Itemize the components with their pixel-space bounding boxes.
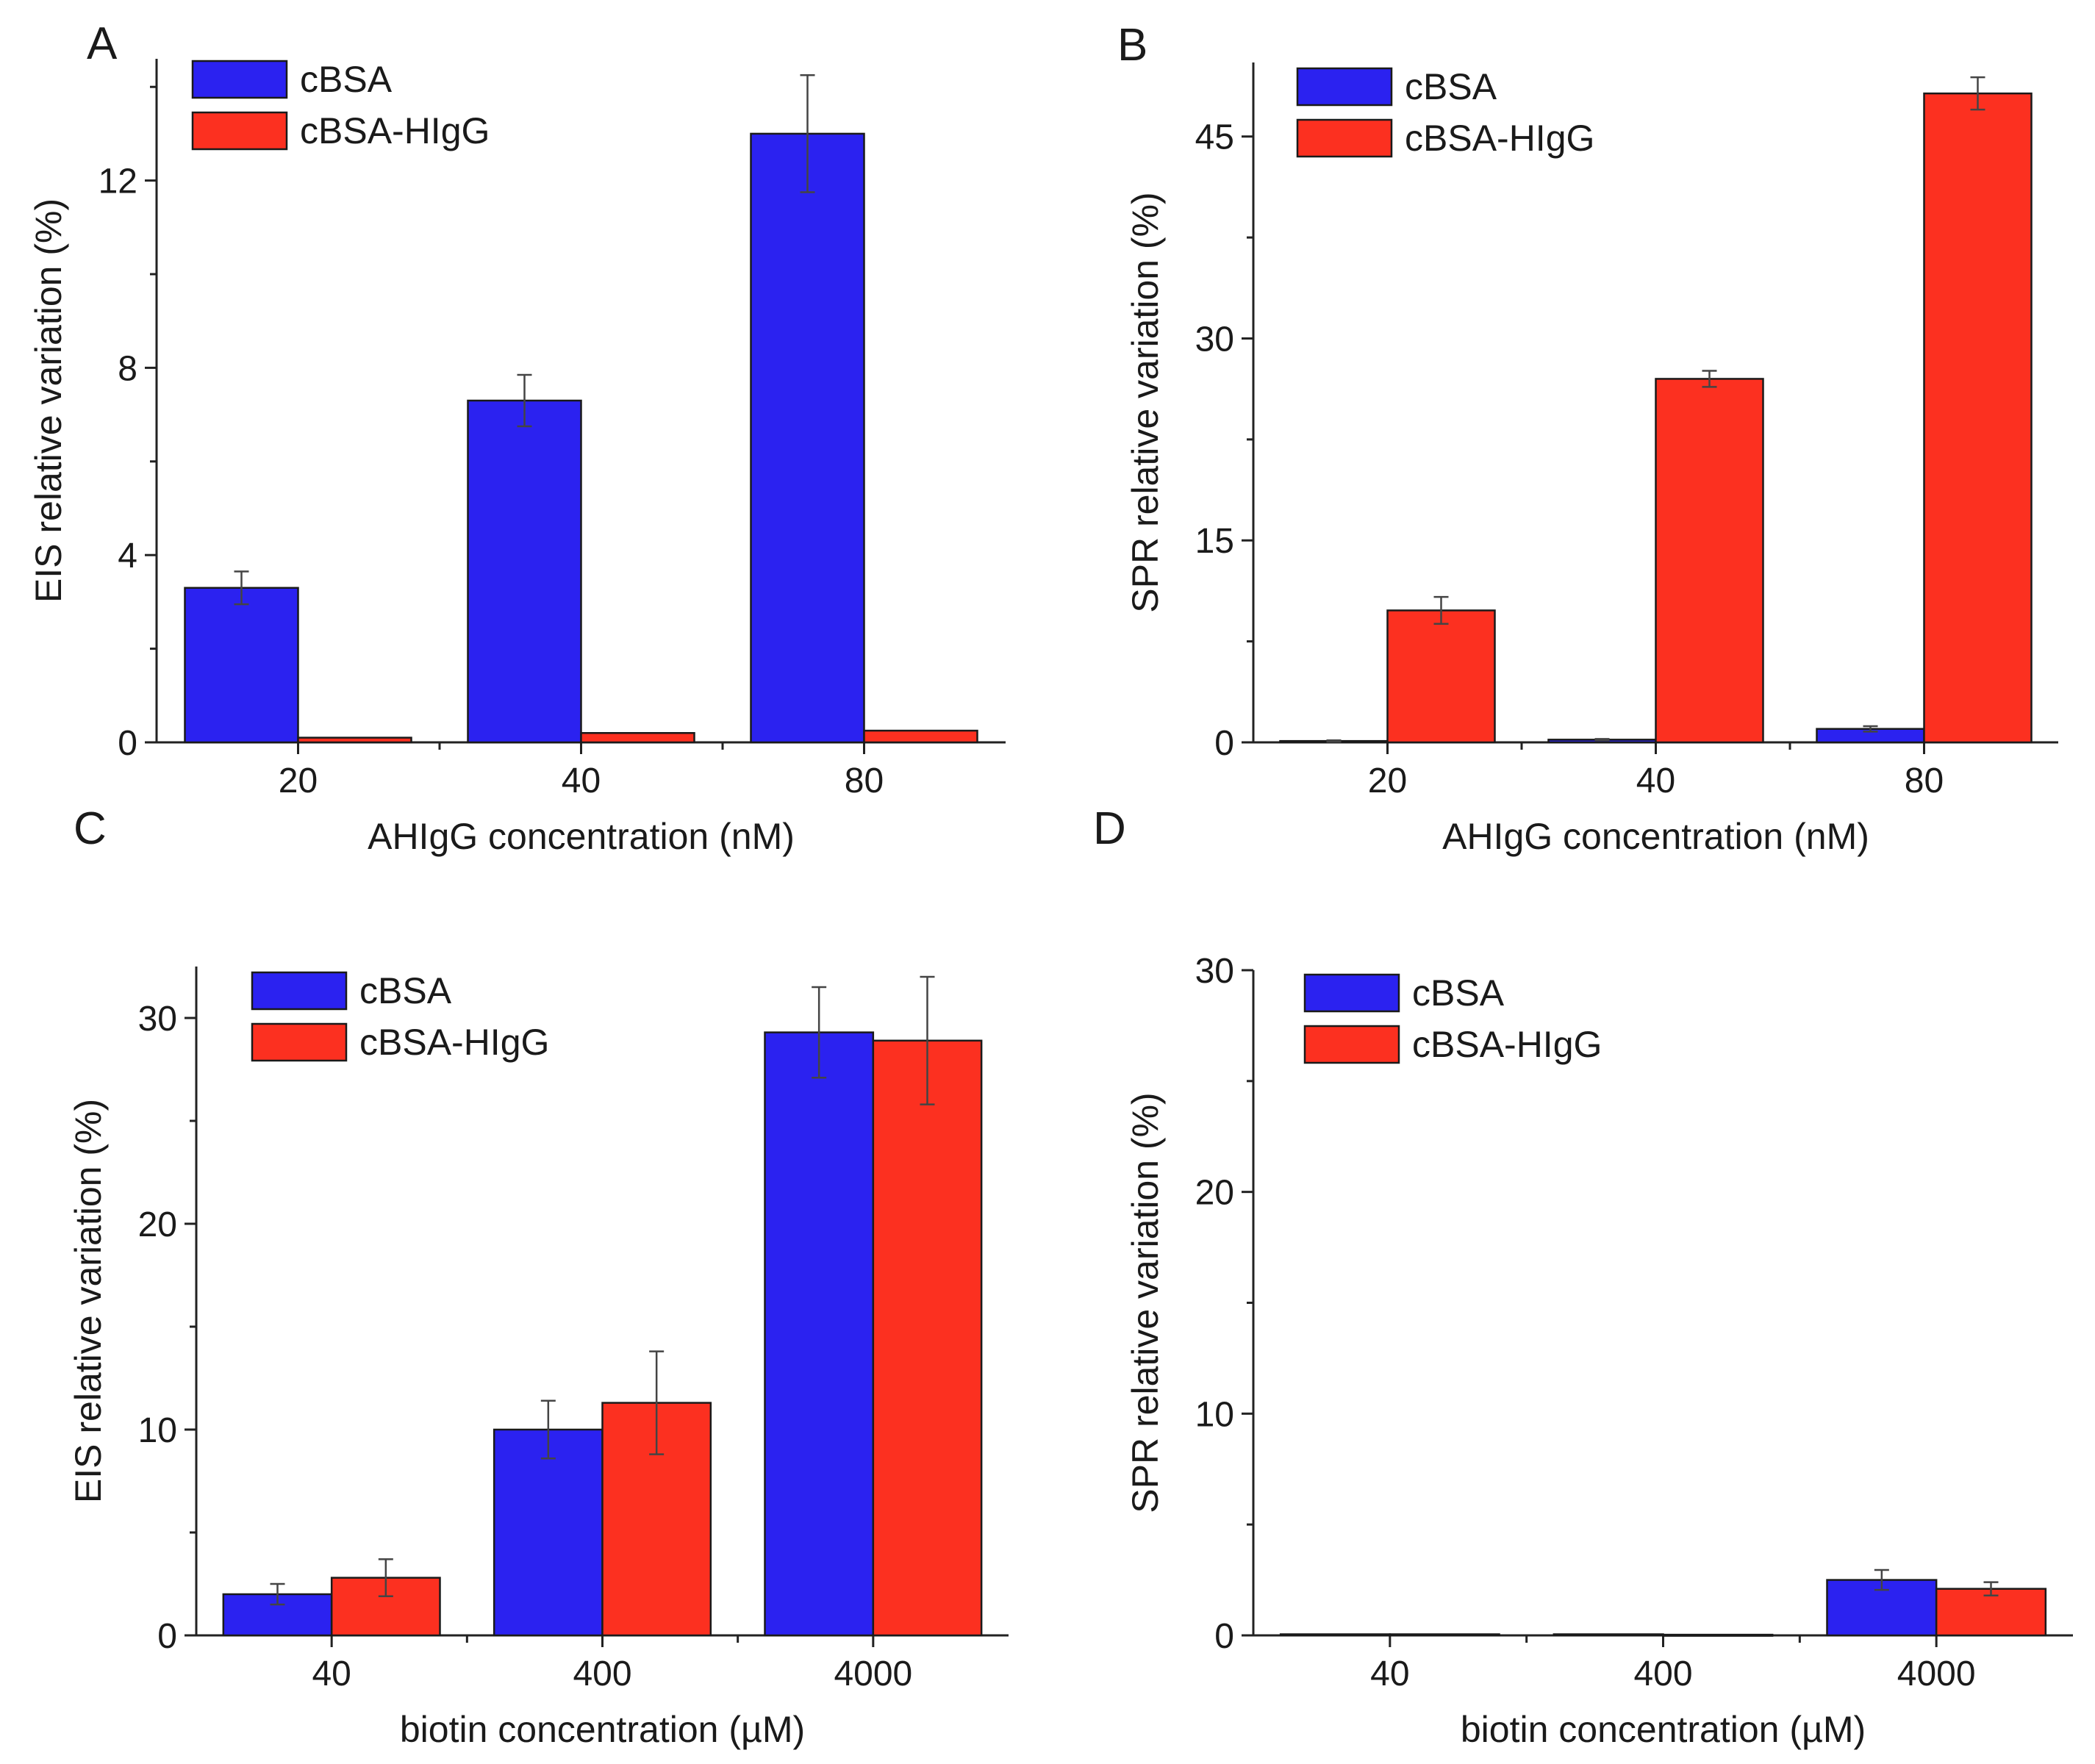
panel-letter: B: [1117, 20, 1147, 71]
x-axis-title: biotin concentration (µM): [400, 1709, 805, 1750]
y-tick-label: 10: [1195, 1395, 1234, 1434]
y-tick-label: 0: [118, 724, 137, 763]
y-tick-label: 20: [138, 1205, 177, 1244]
y-tick-label: 4: [118, 537, 137, 576]
x-axis-title: AHIgG concentration (nM): [368, 816, 795, 857]
bar-cbsa: [764, 1031, 875, 1637]
x-tick-label: 400: [1633, 1654, 1692, 1693]
x-tick-label: 20: [1368, 761, 1407, 800]
bar-cbsa-higg: [297, 736, 412, 744]
legend-swatch-cbsa-higg: [251, 1022, 348, 1062]
bar-cbsa-higg: [580, 732, 695, 744]
y-tick-label: 20: [1195, 1174, 1234, 1213]
x-tick-label: 40: [1370, 1654, 1409, 1693]
bar-cbsa: [467, 399, 582, 744]
panel-letter: A: [87, 18, 118, 69]
legend-label: cBSA: [1412, 972, 1505, 1014]
bar-cbsa-higg: [863, 729, 978, 744]
y-tick-label: 0: [157, 1617, 177, 1656]
legend-swatch-cbsa: [251, 971, 348, 1011]
legend-label: cBSA-HIgG: [359, 1022, 549, 1063]
chart-panel-c: C 0 10 20 30 40 400 4000 biotin concentration (µ…: [68, 803, 1009, 1750]
chart-panel-b: B 0 15 30 45 20 40 80 AHIgG concentration (nM) SP…: [1117, 20, 2058, 857]
y-tick-label: 0: [1214, 724, 1234, 763]
y-tick-label: 30: [138, 1000, 177, 1039]
y-axis-title: SPR relative variation (%): [1125, 192, 1166, 612]
y-tick-label: 10: [138, 1411, 177, 1450]
legend: cBSA cBSA-HIgG: [251, 970, 549, 1063]
legend: cBSA cBSA-HIgG: [1296, 66, 1594, 159]
panel-letter: C: [74, 803, 107, 854]
legend-label: cBSA-HIgG: [1405, 118, 1594, 159]
legend-swatch-cbsa: [191, 60, 288, 99]
bar-cbsa: [493, 1428, 604, 1637]
y-tick-label: 30: [1195, 320, 1234, 359]
x-tick-label: 40: [1636, 761, 1675, 800]
x-axis-title: AHIgG concentration (nM): [1442, 816, 1869, 857]
y-tick-label: 30: [1195, 952, 1234, 991]
bar-cbsa-higg: [1386, 609, 1496, 744]
chart-panel-d: D 0 10 20 30 40 400 4000 biotin concentration (µ…: [1093, 803, 2073, 1750]
x-tick-label: 80: [845, 761, 884, 800]
legend-swatch-cbsa-higg: [1296, 118, 1393, 158]
y-tick-label: 45: [1195, 118, 1234, 157]
x-tick-label: 20: [279, 761, 318, 800]
legend: cBSA cBSA-HIgG: [191, 59, 490, 151]
bar-cbsa: [750, 132, 865, 744]
x-axis-title: biotin concentration (µM): [1461, 1709, 1866, 1750]
x-tick-label: 4000: [834, 1654, 912, 1693]
y-axis-title: SPR relative variation (%): [1125, 1092, 1166, 1513]
y-axis-title: EIS relative variation (%): [28, 198, 69, 603]
bar-cbsa-higg: [1923, 92, 2033, 744]
legend-swatch-cbsa-higg: [1303, 1025, 1400, 1064]
chart-panel-a: A 0 4 8 12 20 40 80 AHIgG concentration (nM) EIS …: [28, 18, 1006, 857]
bar-cbsa-higg: [1655, 378, 1764, 744]
x-tick-label: 400: [573, 1654, 631, 1693]
legend-swatch-cbsa: [1296, 67, 1393, 107]
legend-label: cBSA-HIgG: [1412, 1024, 1602, 1065]
panel-letter: D: [1093, 803, 1126, 854]
legend: cBSA cBSA-HIgG: [1303, 972, 1602, 1065]
x-tick-label: 40: [312, 1654, 351, 1693]
y-tick-label: 0: [1214, 1617, 1234, 1656]
bar-cbsa: [184, 587, 299, 744]
y-axis-title: EIS relative variation (%): [68, 1099, 109, 1503]
x-tick-label: 80: [1905, 761, 1944, 800]
legend-label: cBSA-HIgG: [300, 110, 490, 151]
y-tick-label: 15: [1195, 522, 1234, 561]
bar-cbsa-higg: [1389, 1633, 1500, 1637]
legend-label: cBSA: [1405, 66, 1497, 107]
bar-cbsa-higg: [872, 1039, 983, 1637]
bar-cbsa: [1553, 1633, 1664, 1637]
legend-label: cBSA: [359, 970, 452, 1011]
legend-swatch-cbsa-higg: [191, 111, 288, 151]
bar-cbsa-higg: [1662, 1633, 1774, 1637]
bar-cbsa: [1279, 1633, 1392, 1637]
y-tick-label: 12: [99, 162, 137, 201]
legend-label: cBSA: [300, 59, 393, 100]
x-tick-label: 4000: [1897, 1654, 1976, 1693]
x-tick-label: 40: [562, 761, 601, 800]
y-tick-label: 8: [118, 349, 137, 388]
legend-swatch-cbsa: [1303, 973, 1400, 1013]
